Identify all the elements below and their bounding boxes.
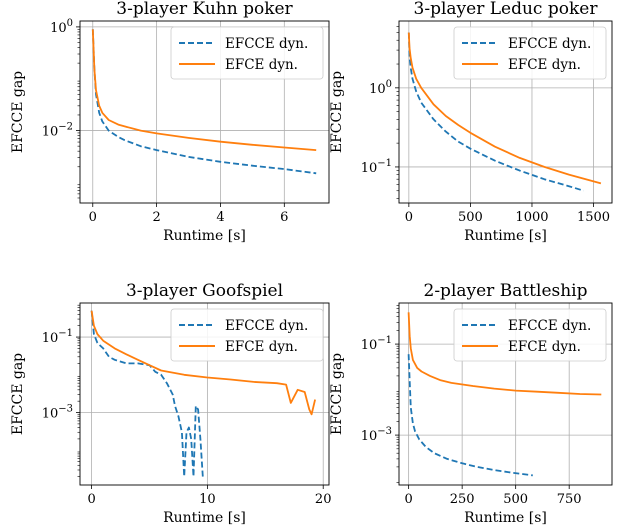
x-axis-label: Runtime [s] [464, 228, 547, 244]
legend-box [453, 308, 607, 362]
plot-frame [79, 20, 330, 204]
x-tick-label: 250 [450, 492, 475, 507]
legend: EFCCE dyn. EFCE dyn. [453, 26, 607, 80]
x-tick-label: 0 [405, 210, 413, 225]
legend-box [170, 308, 324, 362]
legend: EFCCE dyn. EFCE dyn. [170, 308, 324, 362]
legend: EFCCE dyn. EFCE dyn. [453, 308, 607, 362]
y-axis-label: EFCCE gap [329, 353, 345, 435]
series-group [407, 312, 602, 477]
y-tick-label: 10−3 [42, 404, 73, 422]
x-tick-label: 10 [199, 492, 216, 507]
series-group [407, 32, 602, 192]
x-tick-label: 1500 [577, 210, 610, 225]
y-axis-label: EFCCE gap [329, 71, 345, 153]
y-tick-label: 10−3 [361, 426, 392, 444]
chart-title: 3-player Goofspiel [126, 281, 283, 301]
x-tick-label: 500 [458, 210, 483, 225]
legend-label: EFCE dyn. [508, 57, 581, 73]
efcce-series-line [407, 32, 584, 192]
y-tick-label: 10−1 [42, 328, 73, 346]
legend-label: EFCCE dyn. [225, 318, 308, 334]
chart-panel-2: 0 500 1000 1500 100 10−1 3-player Leduc poker R… [329, 0, 613, 244]
efce-series-line [90, 310, 316, 416]
x-tick-label: 20 [315, 492, 332, 507]
chart-panel-4: 0 250 500 750 10−1 10−3 2-player Battleship Run… [329, 281, 613, 526]
x-axis-label: Runtime [s] [464, 510, 547, 526]
chart-panel-3: 0 10 20 10−1 10−3 3-player Goofspiel Runtime [… [10, 281, 331, 526]
y-tick-label: 100 [369, 79, 392, 97]
efce-series-line [407, 312, 602, 396]
x-tick-label: 1000 [515, 210, 548, 225]
x-tick-label: 0 [404, 492, 412, 507]
legend-box [170, 26, 324, 80]
legend-box [453, 26, 607, 80]
y-tick-label: 10−1 [361, 335, 392, 353]
legend: EFCCE dyn. EFCE dyn. [170, 26, 324, 80]
chart-title: 2-player Battleship [424, 281, 588, 301]
efce-series-line [91, 29, 317, 151]
plot-frame [398, 20, 613, 204]
efce-series-line [407, 32, 602, 185]
chart-title: 3-player Leduc poker [414, 0, 599, 19]
legend-label: EFCCE dyn. [225, 36, 308, 52]
x-axis-label: Runtime [s] [163, 510, 246, 526]
x-tick-label: 2 [152, 210, 160, 225]
x-tick-label: 0 [89, 210, 97, 225]
plot-frame [398, 302, 613, 486]
chart-title: 3-player Kuhn poker [116, 0, 293, 19]
y-tick-label: 100 [50, 18, 73, 36]
y-tick-label: 10−2 [42, 122, 73, 140]
efcce-series-line [90, 310, 204, 478]
x-tick-label: 6 [280, 210, 288, 225]
y-axis-label: EFCCE gap [10, 353, 26, 435]
plot-frame [79, 302, 330, 486]
y-tick-label: 10−1 [361, 158, 392, 176]
legend-label: EFCCE dyn. [508, 36, 591, 52]
legend-label: EFCE dyn. [508, 339, 581, 355]
x-axis-label: Runtime [s] [163, 228, 246, 244]
x-tick-label: 4 [216, 210, 224, 225]
x-tick-label: 750 [557, 492, 582, 507]
chart-panel-1: 0 2 4 6 100 10−2 3-player Kuhn poker Runtime [s… [10, 0, 330, 244]
efcce-series-line [91, 29, 317, 175]
efcce-series-line [407, 354, 533, 477]
x-tick-label: 500 [503, 492, 528, 507]
y-axis-label: EFCCE gap [10, 71, 26, 153]
legend-label: EFCE dyn. [225, 339, 298, 355]
series-group [90, 310, 316, 478]
series-group [91, 29, 317, 175]
x-tick-label: 0 [87, 492, 95, 507]
legend-label: EFCE dyn. [225, 57, 298, 73]
legend-label: EFCCE dyn. [508, 318, 591, 334]
